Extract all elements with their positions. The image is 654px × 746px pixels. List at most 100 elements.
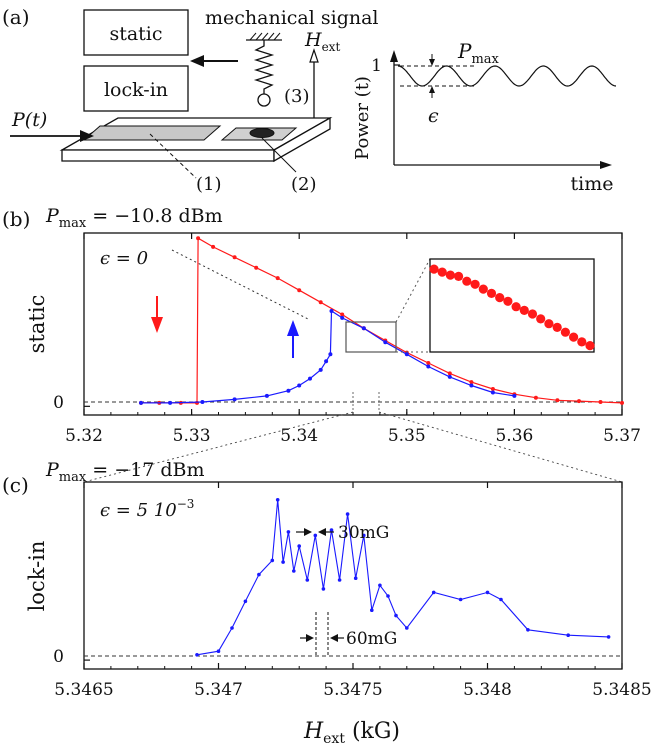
panel-b-xtick-label: 5.35 xyxy=(388,426,426,446)
panel-c-ytick-0: 0 xyxy=(53,647,64,667)
panel-b-point xyxy=(297,288,302,293)
panel-c-xtick-label: 5.3485 xyxy=(592,680,651,700)
inset-point xyxy=(478,284,488,294)
panel-c-point xyxy=(394,613,398,618)
panel-b-point xyxy=(232,255,237,260)
panel-b-point xyxy=(383,340,388,345)
inset-point xyxy=(462,276,472,286)
epsilon-a-label: ϵ xyxy=(428,105,439,127)
panel-b-xticklabels: 5.32 5.33 5.34 5.35 5.36 5.37 xyxy=(65,426,641,446)
panel-c-point xyxy=(243,599,248,604)
panel-b-point xyxy=(426,361,431,365)
inset-point xyxy=(511,302,521,312)
hext-label: Hext xyxy=(304,29,340,54)
panel-c-point xyxy=(566,633,570,637)
panel-b-point xyxy=(447,371,452,376)
panel-b-point xyxy=(275,276,280,281)
panel-c-point xyxy=(216,649,221,653)
panel-b-ylabel: static xyxy=(25,295,49,354)
panel-c-point xyxy=(275,498,280,502)
panel-b-point xyxy=(404,352,409,357)
panel-c-series xyxy=(195,498,611,657)
panel-b-point xyxy=(264,393,269,398)
inset-point xyxy=(437,267,447,277)
inset-point xyxy=(527,309,538,319)
annot-30mg-arrows xyxy=(296,528,334,536)
panel-b-point xyxy=(211,244,216,249)
static-box-label: static xyxy=(109,23,162,45)
panel-b-point xyxy=(139,400,143,405)
panel-b-point xyxy=(512,393,517,398)
panel-c-point xyxy=(286,530,291,534)
panel-c-point xyxy=(337,578,342,582)
panel-b-point xyxy=(533,395,538,400)
pmax-a-label: Pmax xyxy=(457,39,500,67)
panel-b-point xyxy=(490,390,495,395)
panel-c: (c) Pmax = −17 dBm 0 lock-in ϵ = 5 10−3 … xyxy=(2,459,652,746)
panel-b-point xyxy=(469,380,474,385)
panel-b-xtick-label: 5.33 xyxy=(173,426,211,446)
panel-b-point xyxy=(286,388,291,393)
pt-label: P(t) xyxy=(11,109,47,131)
panel-b-xtick-label: 5.34 xyxy=(280,426,318,446)
panel-b-ticks xyxy=(83,233,623,415)
panel-c-point xyxy=(431,590,436,595)
panel-b-point xyxy=(555,398,560,403)
red-down-arrow-icon xyxy=(151,296,163,333)
panel-c-point xyxy=(386,594,390,598)
panel-b-point xyxy=(324,359,329,364)
panel-b-point xyxy=(196,236,201,241)
panel-b-point xyxy=(168,400,173,405)
panel-c-point xyxy=(195,653,199,657)
panel-b-point xyxy=(318,367,323,372)
power-axis-label: Power (t) xyxy=(352,76,373,160)
power-waveform xyxy=(397,65,617,87)
panel-c-point xyxy=(281,560,285,564)
panel-c-point xyxy=(405,626,409,630)
num2-label: (2) xyxy=(291,174,317,195)
panel-c-point xyxy=(353,576,358,580)
pt-arrow-head xyxy=(80,130,94,142)
panel-c-point xyxy=(458,597,463,602)
panel-b-xtick-label: 5.36 xyxy=(495,426,533,446)
panel-b-point xyxy=(426,364,431,369)
panel-c-point xyxy=(485,590,490,595)
panel-b-ytick-0: 0 xyxy=(53,393,64,413)
panel-b-point xyxy=(361,326,366,331)
panel-b-point xyxy=(200,400,205,404)
inset-point xyxy=(560,327,571,337)
panel-c-xtick-label: 5.347 xyxy=(194,680,243,700)
zoom-connector-right xyxy=(378,411,623,483)
panel-b-xtick-label: 5.37 xyxy=(603,426,641,446)
inset-point xyxy=(429,264,439,274)
panel-b-point xyxy=(577,399,581,404)
num1-leader xyxy=(149,133,197,179)
lockin-box-label: lock-in xyxy=(104,79,168,101)
panel-b-point xyxy=(469,383,474,388)
inset-point xyxy=(569,332,579,342)
panel-c-xticklabels: 5.3465 5.347 5.3475 5.348 5.3485 xyxy=(54,680,651,700)
panel-c-point xyxy=(378,583,382,588)
panel-c-point xyxy=(292,569,296,573)
signal-arrow-head xyxy=(190,55,204,67)
inset-point xyxy=(454,271,464,281)
annot-30mg: 30mG xyxy=(338,523,389,543)
panel-b-label: (b) xyxy=(2,207,30,231)
inset-point xyxy=(552,322,562,332)
panel-c-point xyxy=(270,558,275,563)
panel-b-point xyxy=(318,300,323,305)
time-axis-label: time xyxy=(571,173,614,195)
inset-point xyxy=(470,279,480,289)
power-tick-label: 1 xyxy=(371,56,382,76)
panel-c-xtick-label: 5.348 xyxy=(463,680,512,700)
mechanical-signal-label: mechanical signal xyxy=(205,7,379,29)
panel-a: (a) static lock-in mechanical signal (3)… xyxy=(2,5,617,195)
inset-point xyxy=(519,305,529,315)
panel-c-point xyxy=(362,533,366,538)
panel-c-xlabel: Hext (kG) xyxy=(303,719,400,746)
panel-c-point xyxy=(257,572,261,577)
panel-c-ylabel: lock-in xyxy=(25,541,49,612)
panel-c-series-line xyxy=(196,499,609,656)
panel-b-point xyxy=(195,400,199,405)
